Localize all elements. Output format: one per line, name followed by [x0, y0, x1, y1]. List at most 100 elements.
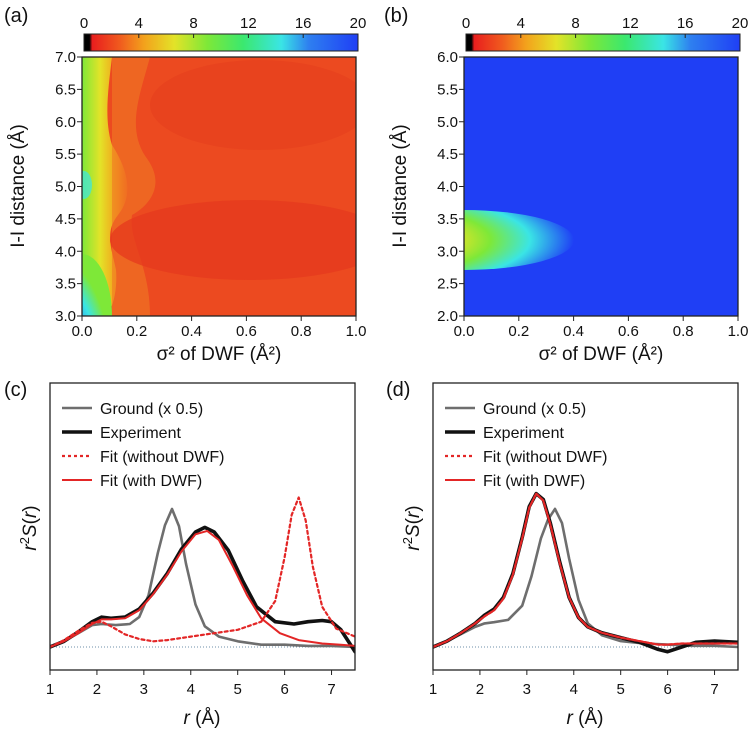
- panel-b-label: (b): [384, 5, 408, 27]
- heatmap-a-upper-blob: [82, 171, 92, 199]
- colorbar-tick-label: 20: [350, 15, 367, 32]
- y-tick-label: 5.5: [437, 81, 458, 98]
- heatmap-b-background: [464, 57, 738, 316]
- y-tick-label: 4.0: [437, 179, 458, 196]
- colorbar-tick-label: 12: [622, 15, 639, 32]
- panel-d-label: (d): [386, 379, 410, 401]
- x-tick-label: 1: [429, 681, 437, 698]
- y-axis-c-label: r2S(r): [17, 505, 42, 550]
- plot-frame-d: [432, 382, 739, 671]
- x-axis-c-label: r (Å): [184, 708, 221, 729]
- x-axis-d-label: r (Å): [567, 708, 604, 729]
- legend-label: Fit (without DWF): [100, 449, 224, 466]
- heatmap-b-minimum: [464, 210, 574, 270]
- plot-frame-c: [49, 382, 356, 671]
- legend-label: Ground (x 0.5): [100, 401, 203, 418]
- y-tick-label: 6.0: [55, 114, 76, 131]
- x-tick-label: 5: [234, 681, 242, 698]
- x-tick-label: 0.6: [618, 323, 639, 340]
- y-axis-b: 2.0 2.5 3.0 3.5 4.0 4.5 5.0 5.5 6.0: [437, 49, 464, 325]
- y-tick-label: 4.0: [55, 243, 76, 260]
- x-axis-a: 0.0 0.2 0.4 0.6 0.8 1.0: [72, 316, 367, 340]
- heatmap-a-upper-min: [150, 60, 356, 150]
- x-tick-label: 0.4: [563, 323, 584, 340]
- x-tick-label: 7: [327, 681, 335, 698]
- colorbar-tick-label: 16: [677, 15, 694, 32]
- y-axis-b-label: I-I distance (Å): [390, 124, 411, 248]
- series-line-0: [50, 507, 355, 649]
- y-tick-label: 3.0: [55, 308, 76, 325]
- panel-c-label: (c): [4, 379, 27, 401]
- panel-b: (b) 0 4 8 12 16 20 0.0 0.2 0.4 0.6 0.8 1.0 2.0 2.5 3…: [384, 5, 749, 365]
- x-tick-label: 2: [93, 681, 101, 698]
- colorbar-tick-label: 4: [135, 15, 143, 32]
- y-tick-label: 3.5: [55, 276, 76, 293]
- series-line-3: [50, 529, 355, 648]
- series-d: [433, 491, 738, 654]
- colorbar-tick-label: 16: [295, 15, 312, 32]
- panel-d: (d) Ground (x 0.5) Experiment Fit (without…: [386, 379, 739, 729]
- colorbar-a: [83, 33, 359, 52]
- legend-label: Fit (without DWF): [483, 449, 607, 466]
- x-tick-label: 3: [523, 681, 531, 698]
- panel-c: (c) Ground (x 0.5) Experiment Fit (without…: [4, 379, 356, 729]
- legend-c: Ground (x 0.5) Experiment Fit (without DWF…: [62, 401, 224, 490]
- heatmap-b: [464, 57, 738, 316]
- colorbar-tick-label: 12: [240, 15, 257, 32]
- legend-label: Fit (with DWF): [483, 473, 585, 490]
- series-c: [50, 496, 355, 654]
- y-axis-a-label: I-I distance (Å): [8, 124, 29, 248]
- colorbar-a-ticks: 0 4 8 12 16 20: [80, 15, 367, 38]
- y-tick-label: 5.0: [55, 179, 76, 196]
- x-axis-b: 0.0 0.2 0.4 0.6 0.8 1.0: [454, 316, 749, 340]
- x-tick-label: 0.6: [236, 323, 257, 340]
- x-tick-label: 1.0: [728, 323, 749, 340]
- heatmap-a-low-sigma-band: [82, 57, 128, 316]
- colorbar-b-ticks: 0 4 8 12 16 20: [462, 15, 749, 38]
- series-line-3: [433, 492, 738, 648]
- series-line-2: [50, 496, 355, 649]
- x-tick-label: 6: [663, 681, 671, 698]
- x-tick-label: 0.4: [181, 323, 202, 340]
- x-tick-label: 0.0: [72, 323, 93, 340]
- x-tick-label: 4: [570, 681, 578, 698]
- panel-a: (a) 0 4 8 12 16 20 0.0 0.2 0.4 0.6 0.8 1.0 3.0 3.5 4…: [4, 5, 367, 365]
- panel-a-label: (a): [4, 5, 28, 27]
- x-tick-label: 1: [46, 681, 54, 698]
- series-line-1: [433, 491, 738, 654]
- colorbar-b: [465, 33, 741, 52]
- y-axis-a: 3.0 3.5 4.0 4.5 5.0 5.5 6.0 6.5 7.0: [55, 49, 82, 325]
- legend-label: Experiment: [100, 425, 181, 442]
- y-tick-label: 3.5: [437, 211, 458, 228]
- x-tick-label: 0.2: [126, 323, 147, 340]
- y-tick-label: 2.0: [437, 308, 458, 325]
- x-tick-label: 2: [476, 681, 484, 698]
- colorbar-tick-label: 0: [462, 15, 470, 32]
- colorbar-tick-label: 4: [517, 15, 525, 32]
- y-tick-label: 4.5: [55, 211, 76, 228]
- x-axis-d: 1 2 3 4 5 6 7: [429, 670, 719, 698]
- colorbar-tick-label: 8: [571, 15, 579, 32]
- x-tick-label: 0.8: [673, 323, 694, 340]
- y-tick-label: 5.5: [55, 146, 76, 163]
- x-axis-b-label: σ² of DWF (Å²): [539, 344, 664, 365]
- x-tick-label: 1.0: [346, 323, 367, 340]
- y-tick-label: 6.5: [55, 81, 76, 98]
- x-axis-a-label: σ² of DWF (Å²): [157, 344, 282, 365]
- x-tick-label: 0.2: [508, 323, 529, 340]
- y-tick-label: 6.0: [437, 49, 458, 66]
- colorbar-tick-label: 20: [732, 15, 749, 32]
- legend-label: Fit (with DWF): [100, 473, 202, 490]
- y-tick-label: 5.0: [437, 114, 458, 131]
- x-tick-label: 5: [617, 681, 625, 698]
- legend-label: Ground (x 0.5): [483, 401, 586, 418]
- y-tick-label: 2.5: [437, 276, 458, 293]
- colorbar-tick-label: 0: [80, 15, 88, 32]
- heatmap-a-min-region: [110, 200, 356, 280]
- y-tick-label: 3.0: [437, 243, 458, 260]
- series-line-1: [50, 525, 355, 654]
- heatmap-a-corner-high: [82, 254, 112, 316]
- x-tick-label: 3: [140, 681, 148, 698]
- colorbar-tick-label: 8: [189, 15, 197, 32]
